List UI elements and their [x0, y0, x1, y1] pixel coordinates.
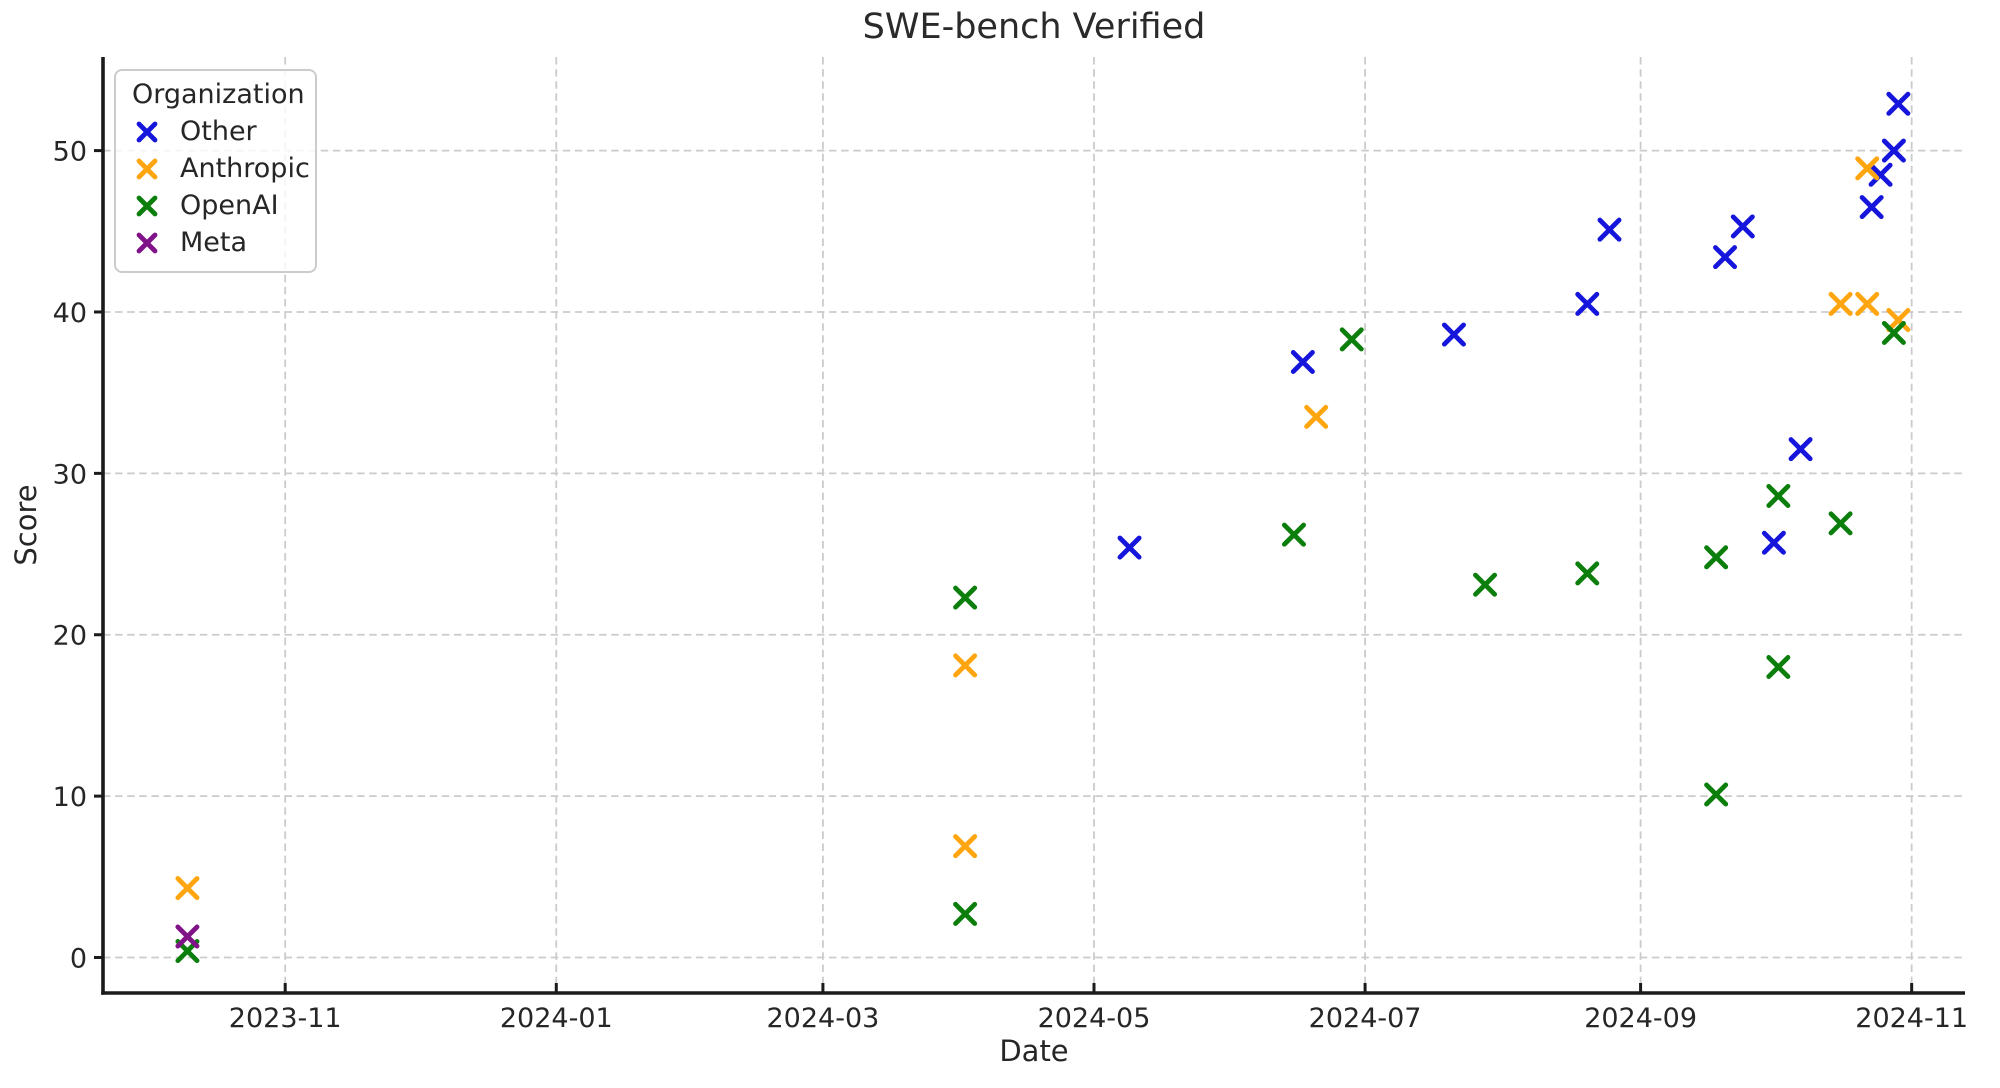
data-point-marker-other — [1441, 322, 1466, 347]
legend-item-meta: Meta — [132, 224, 301, 261]
data-point-marker-openai — [1339, 327, 1364, 352]
data-point-marker-other — [1859, 195, 1884, 220]
legend-label-meta: Meta — [180, 227, 248, 258]
legend-label-other: Other — [180, 116, 257, 147]
data-point-marker-openai — [1704, 545, 1729, 570]
data-point-marker-other — [1881, 138, 1906, 163]
data-point-marker-other — [1597, 217, 1622, 242]
data-point-marker-anthropic — [1855, 291, 1880, 316]
data-point-marker-openai — [953, 585, 978, 610]
data-point-marker-openai — [953, 901, 978, 926]
x-tick-label: 2023-11 — [229, 1003, 342, 1034]
data-point-marker-other — [1886, 91, 1911, 116]
data-point-marker-other — [1290, 350, 1315, 375]
chart-title: SWE-bench Verified — [862, 7, 1206, 47]
data-point-marker-other — [1575, 291, 1600, 316]
data-point-marker-openai — [1828, 511, 1853, 536]
data-point-marker-meta — [175, 924, 200, 949]
x-tick-label: 2024-03 — [767, 1003, 880, 1034]
y-tick-label: 30 — [53, 459, 87, 490]
x-marker-icon — [136, 158, 158, 179]
x-tick-label: 2024-05 — [1038, 1003, 1151, 1034]
data-point-marker-other — [1788, 437, 1813, 462]
legend-item-other: Other — [132, 113, 301, 150]
data-point-marker-openai — [1881, 320, 1906, 345]
x-tick-label: 2024-01 — [500, 1003, 613, 1034]
y-tick-label: 20 — [53, 621, 87, 652]
x-axis-label: Date — [999, 1034, 1069, 1068]
legend-label-anthropic: Anthropic — [180, 153, 310, 184]
legend-item-openai: OpenAI — [132, 187, 301, 224]
data-point-marker-other — [1117, 535, 1142, 560]
x-marker-icon — [136, 195, 158, 216]
y-tick-label: 10 — [53, 782, 87, 813]
y-axis-label: Score — [9, 484, 43, 566]
x-tick-label: 2024-09 — [1584, 1003, 1697, 1034]
legend-label-openai: OpenAI — [180, 190, 279, 221]
data-point-marker-anthropic — [1828, 291, 1853, 316]
data-point-marker-other — [1730, 214, 1755, 239]
data-point-marker-openai — [1575, 561, 1600, 586]
data-point-marker-other — [1868, 162, 1893, 187]
data-point-marker-openai — [1704, 782, 1729, 807]
y-tick-label: 40 — [53, 298, 87, 329]
legend-title: Organization — [132, 79, 305, 110]
y-tick-label: 0 — [70, 943, 87, 974]
x-tick-label: 2024-07 — [1309, 1003, 1422, 1034]
data-point-marker-anthropic — [1304, 404, 1329, 429]
data-point-marker-anthropic — [1886, 308, 1911, 333]
data-point-marker-anthropic — [175, 876, 200, 901]
legend-item-anthropic: Anthropic — [132, 150, 310, 187]
x-marker-icon — [136, 121, 158, 142]
data-point-marker-anthropic — [953, 834, 978, 859]
y-tick-label: 50 — [53, 137, 87, 168]
data-point-marker-openai — [1281, 522, 1306, 547]
legend: Organization Other Anthropic OpenAI Meta — [114, 69, 317, 273]
data-point-marker-openai — [1766, 483, 1791, 508]
data-point-marker-openai — [1766, 655, 1791, 680]
data-point-marker-other — [1761, 530, 1786, 555]
data-point-marker-anthropic — [953, 653, 978, 678]
x-tick-label: 2024-11 — [1855, 1003, 1968, 1034]
data-point-marker-anthropic — [1855, 156, 1880, 181]
data-point-marker-other — [1713, 245, 1738, 270]
x-marker-icon — [136, 232, 158, 253]
data-point-marker-openai — [1473, 572, 1498, 597]
